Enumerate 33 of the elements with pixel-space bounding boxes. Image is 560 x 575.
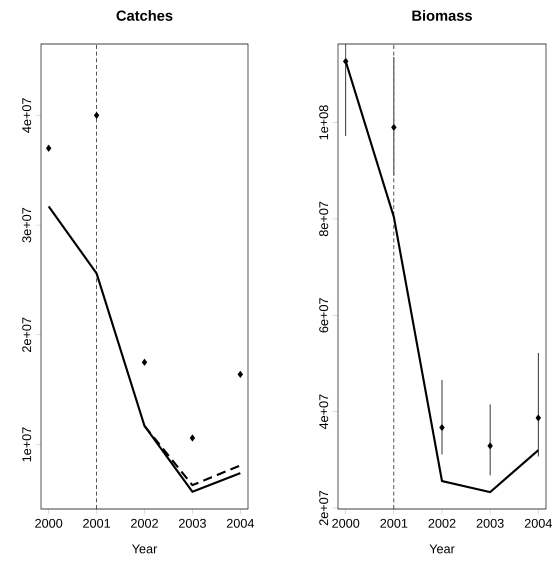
- chart-title: Biomass: [412, 10, 472, 21]
- y-tick-label: 1e+07: [22, 427, 32, 462]
- x-tick-label: 2002: [428, 518, 456, 528]
- point: [343, 58, 348, 65]
- point: [46, 144, 52, 152]
- x-tick-label: 2000: [332, 518, 360, 528]
- x-axis-title: Year: [132, 544, 158, 554]
- point: [142, 358, 148, 366]
- point: [94, 112, 100, 119]
- point: [439, 424, 445, 432]
- x-tick-label: 2003: [476, 518, 504, 528]
- y-tick-label: 4e+07: [22, 98, 32, 133]
- x-tick-label: 2001: [380, 518, 408, 528]
- x-tick-label: 2003: [178, 518, 206, 528]
- y-tick-label: 8e+07: [319, 202, 328, 236]
- y-tick-label: 4e+07: [319, 394, 328, 430]
- chart-title: Catches: [116, 10, 172, 21]
- x-tick-label: 2004: [226, 518, 254, 528]
- point: [536, 414, 541, 422]
- point: [487, 442, 493, 450]
- point: [190, 434, 196, 442]
- point: [238, 370, 244, 378]
- x-tick-label: 2000: [35, 518, 62, 528]
- x-tick-label: 2004: [524, 518, 552, 528]
- x-tick-label: 2002: [131, 518, 158, 528]
- y-tick-label: 1e+08: [319, 105, 328, 140]
- y-tick-label: 3e+07: [22, 208, 32, 242]
- y-tick-label: 6e+07: [319, 298, 328, 332]
- point: [391, 124, 397, 131]
- y-tick-label: 2e+07: [22, 318, 32, 352]
- x-tick-label: 2001: [83, 518, 110, 528]
- x-axis-title: Year: [429, 544, 455, 554]
- y-tick-label: 2e+07: [319, 490, 328, 526]
